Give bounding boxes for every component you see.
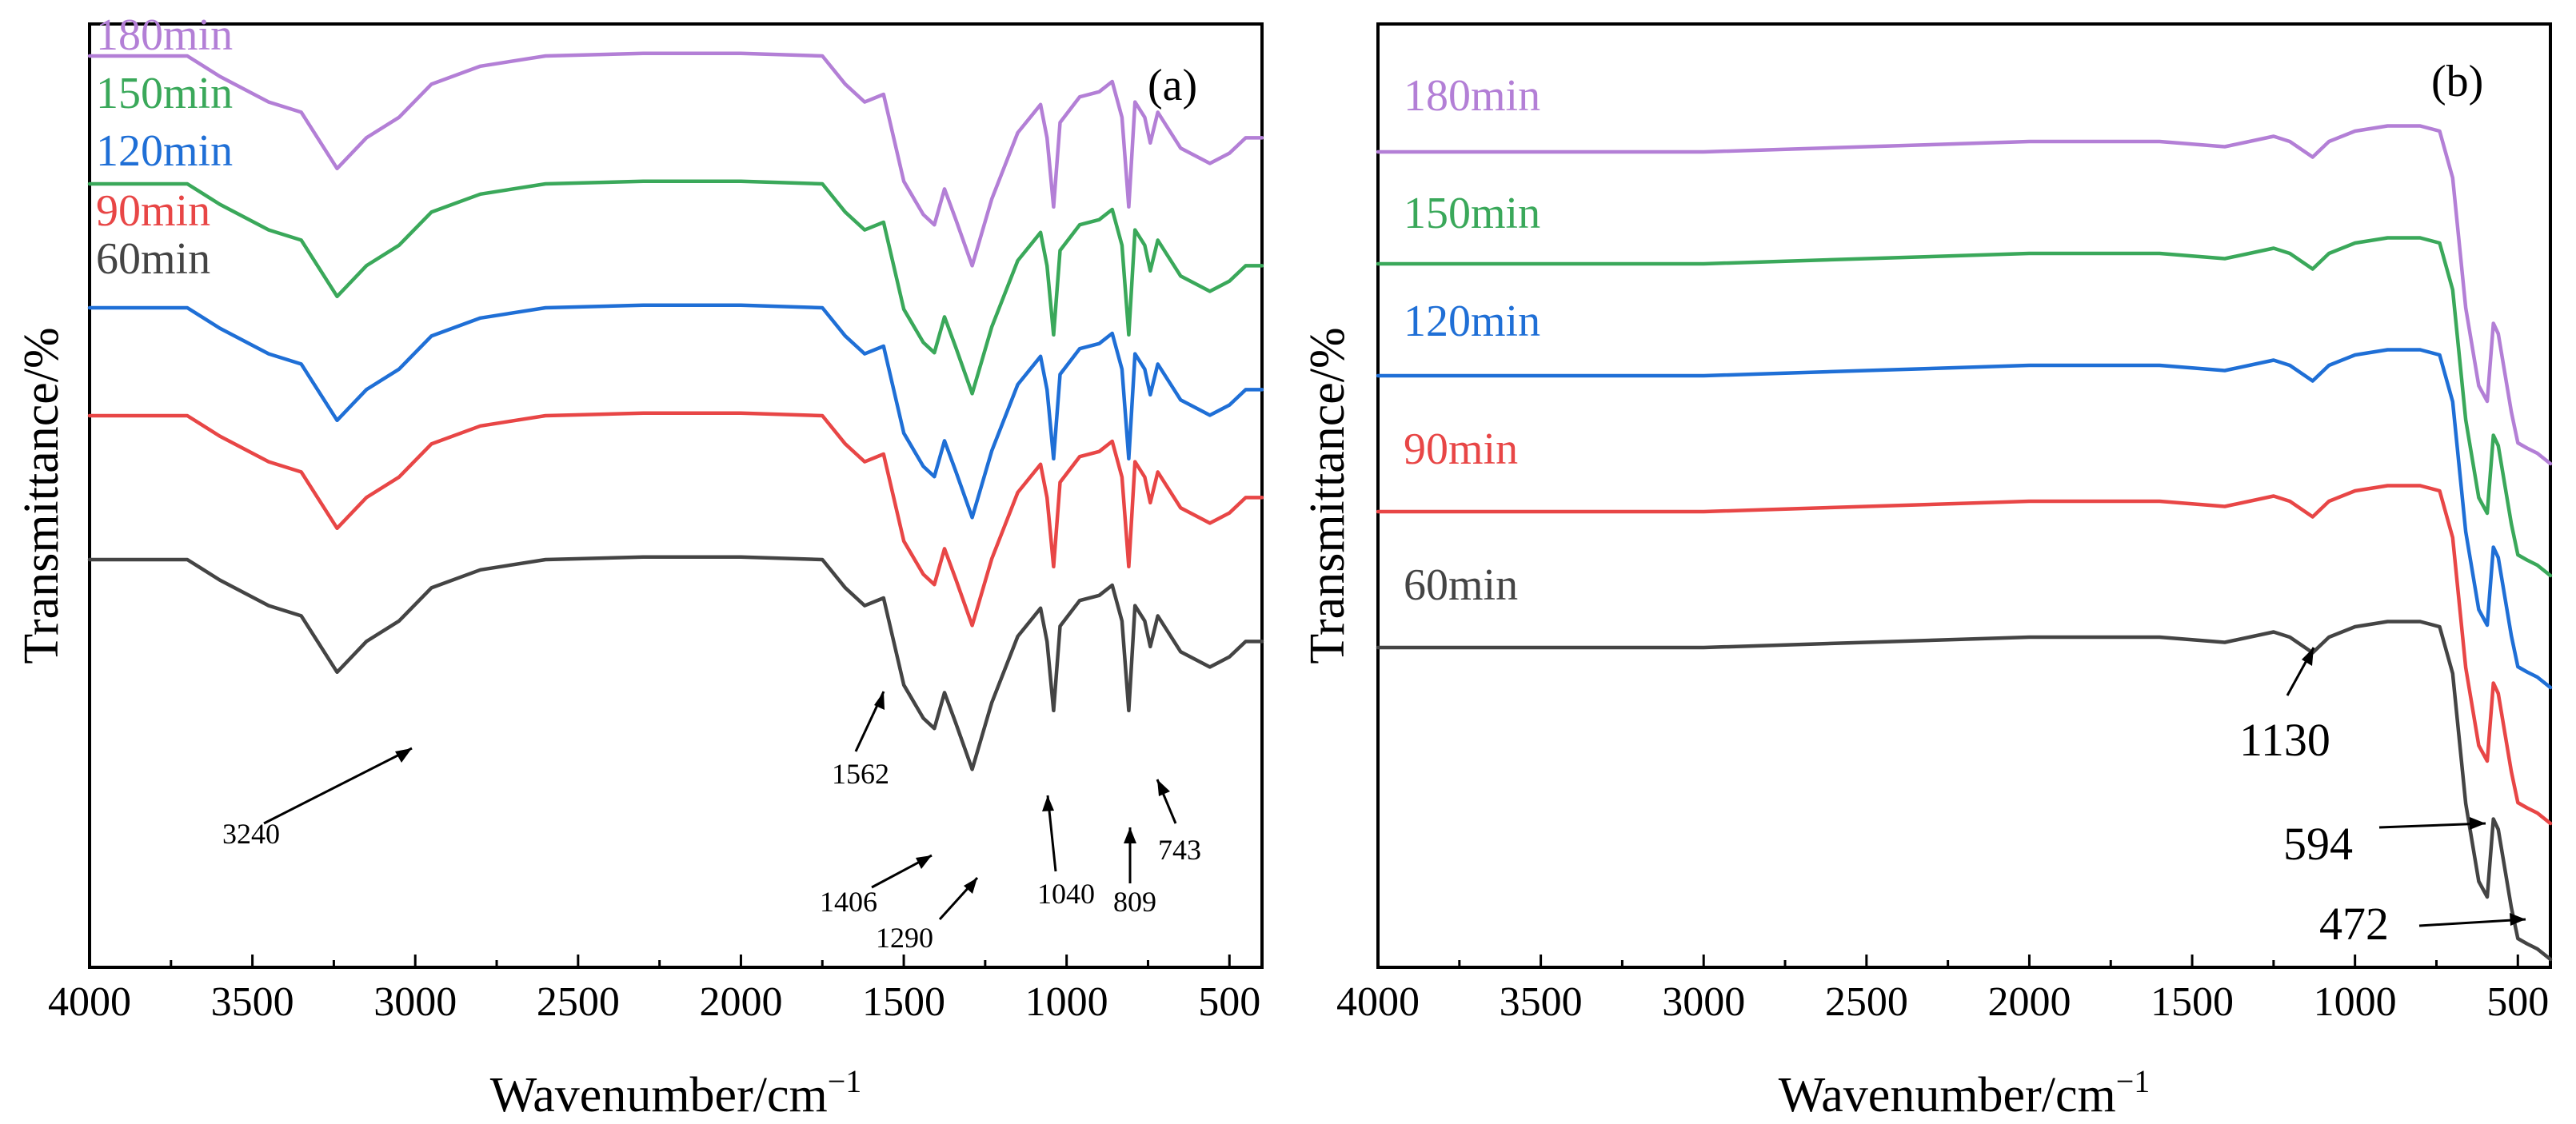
series-label-150min: 150min [1404, 189, 1540, 238]
annotation-809: 809 [1113, 886, 1156, 918]
panel-a: (a) 4000 3500 3000 2500 2000 1500 1000 500 60mi… [14, 10, 1264, 1122]
x-tick-label: 2000 [699, 979, 782, 1025]
series-label-90min: 90min [1404, 424, 1518, 474]
series-label-60min: 60min [96, 234, 210, 284]
series-label-180min: 180min [96, 10, 233, 60]
panel-a-x-label: Wavenumber/cm−1 [490, 1063, 862, 1122]
series-line-90min [87, 411, 1264, 628]
panel-b-x-label: Wavenumber/cm−1 [1779, 1063, 2151, 1122]
x-tick-label: 1000 [2314, 979, 2397, 1025]
arrowhead-472 [2510, 913, 2526, 926]
series-line-60min [1376, 620, 2553, 962]
series-line-180min [87, 51, 1264, 268]
x-tick-label: 1500 [862, 979, 945, 1025]
series-label-150min: 150min [96, 69, 233, 118]
x-tick-label: 500 [1198, 979, 1260, 1025]
panel-b-series-labels: 60min 90min 120min 150min 180min [1404, 71, 1540, 610]
x-tick-label: 3000 [1662, 979, 1745, 1025]
x-tick-label: 2500 [537, 979, 620, 1025]
arrowhead-1562 [874, 692, 885, 710]
panel-a-x-ticks: 4000 3500 3000 2500 2000 1500 1000 500 [48, 955, 1260, 1025]
arrowhead-594 [2470, 817, 2486, 830]
arrowhead-743 [1157, 779, 1170, 796]
series-label-120min: 120min [1404, 297, 1540, 346]
arrow-472 [2418, 918, 2526, 927]
annotation-743: 743 [1158, 834, 1201, 866]
x-tick-label: 1500 [2151, 979, 2234, 1025]
arrowhead-809 [1124, 827, 1136, 843]
series-line-90min [1376, 484, 2553, 826]
annotation-1040: 1040 [1037, 878, 1095, 910]
series-line-180min [1376, 124, 2553, 466]
panel-b: (b) 4000 3500 3000 2500 2000 1500 1000 500 60mi… [1300, 22, 2553, 1122]
panel-a-x-label-main: Wavenumber/cm [490, 1068, 828, 1122]
panel-b-traces [1376, 124, 2553, 962]
series-line-120min [1376, 348, 2553, 690]
arrowhead-1040 [1042, 795, 1054, 811]
arrow-3240 [263, 747, 413, 825]
series-line-150min [87, 179, 1264, 396]
x-tick-label: 500 [2486, 979, 2549, 1025]
panel-b-y-label: Transmittance/% [1300, 327, 1355, 664]
x-tick-label: 3000 [373, 979, 457, 1025]
arrowhead-1130 [2302, 648, 2314, 666]
series-label-180min: 180min [1404, 71, 1540, 121]
panel-b-x-label-sup: −1 [2116, 1063, 2151, 1099]
arrowhead-1290 [964, 878, 977, 894]
x-tick-label: 3500 [1500, 979, 1583, 1025]
series-label-120min: 120min [96, 126, 233, 176]
annotation-472: 472 [2319, 898, 2389, 950]
x-tick-label: 2500 [1825, 979, 1908, 1025]
panel-a-x-label-sup: −1 [828, 1063, 862, 1099]
panel-a-annotations: 3240 1562 1406 1290 1040 809 743 [222, 691, 1201, 954]
x-tick-label: 1000 [1025, 979, 1108, 1025]
series-line-120min [87, 303, 1264, 520]
arrow-594 [2378, 822, 2486, 829]
panel-a-traces [87, 51, 1264, 771]
x-tick-label: 2000 [1987, 979, 2071, 1025]
series-label-60min: 60min [1404, 560, 1518, 610]
series-line-60min [87, 555, 1264, 771]
panel-b-x-ticks: 4000 3500 3000 2500 2000 1500 1000 500 [1336, 955, 2549, 1025]
series-label-90min: 90min [96, 186, 210, 236]
annotation-1406: 1406 [820, 886, 877, 918]
annotation-1290: 1290 [876, 922, 933, 954]
panel-b-x-label-main: Wavenumber/cm [1779, 1068, 2116, 1122]
panel-b-annotations: 1130 594 472 [2239, 647, 2526, 950]
x-tick-label: 3500 [211, 979, 294, 1025]
panel-b-frame [1376, 22, 2552, 969]
series-line-150min [1376, 236, 2553, 578]
arrowhead-3240 [395, 748, 412, 763]
x-tick-label: 4000 [1336, 979, 1420, 1025]
annotation-3240: 3240 [222, 818, 280, 850]
panel-b-label: (b) [2431, 57, 2483, 106]
panel-a-frame [88, 22, 1264, 969]
annotation-1130: 1130 [2239, 714, 2330, 766]
panel-a-label: (a) [1148, 61, 1197, 110]
annotation-594: 594 [2283, 818, 2353, 870]
panel-a-y-label: Transmittance/% [14, 327, 69, 664]
annotation-1562: 1562 [832, 758, 889, 790]
arrowhead-1406 [916, 855, 932, 869]
x-tick-label: 4000 [48, 979, 131, 1025]
